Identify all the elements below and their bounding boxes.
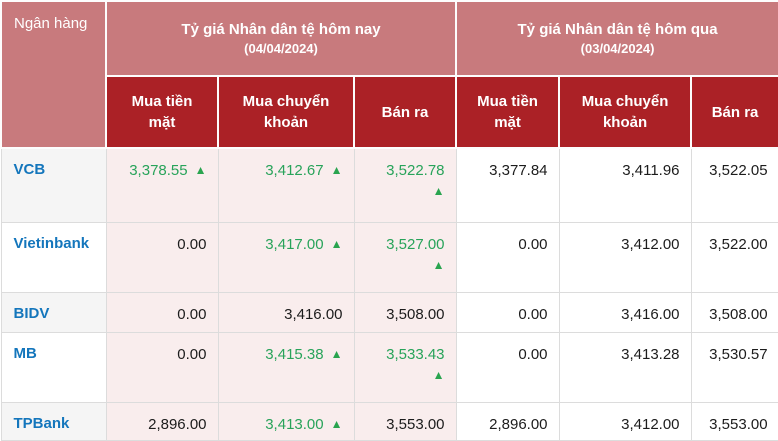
- rate-cell: 3,533.43 ▲: [353, 331, 457, 403]
- column-header-bank: Ngân hàng: [0, 0, 107, 149]
- rate-cell: 3,553.00: [690, 401, 778, 441]
- subheader-today-cash: Mua tiền mặt: [105, 75, 219, 149]
- group-date-today: (04/04/2024): [244, 40, 318, 56]
- up-arrow-icon: ▲: [194, 163, 207, 177]
- rate-cell: 3,508.00: [690, 291, 778, 333]
- rate-cell: 3,530.57: [690, 331, 778, 403]
- rate-cell: 3,508.00: [353, 291, 457, 333]
- rate-value: 0.00: [177, 345, 207, 363]
- rate-value: 3,508.00: [386, 305, 445, 323]
- table-row: MB 0.00 3,415.38 ▲ 3,533.43 ▲ 0.00 3,413.28 3,53…: [0, 331, 778, 403]
- arrow-wrap-line: ▲: [359, 181, 445, 203]
- rate-value: 3,530.57: [709, 345, 768, 363]
- rate-value: 3,416.00: [284, 305, 343, 323]
- group-header-today: Tỷ giá Nhân dân tệ hôm nay (04/04/2024): [104, 0, 458, 77]
- subheader-yesterday-transfer: Mua chuyển khoản: [558, 75, 693, 149]
- subheader-yesterday-sell: Bán ra: [690, 75, 778, 149]
- rate-value: 0.00: [518, 235, 548, 253]
- rate-value: 3,527.00: [386, 235, 445, 253]
- rate-cell: 3,413.28: [558, 331, 692, 403]
- rate-value: 3,522.00: [709, 235, 768, 253]
- rate-cell: 0.00: [105, 331, 219, 403]
- rate-value: 2,896.00: [148, 415, 207, 433]
- arrow-wrap-line: ▲: [359, 255, 445, 277]
- rate-value: 3,508.00: [709, 305, 768, 323]
- rate-value: 0.00: [518, 305, 548, 323]
- rate-value: 0.00: [177, 235, 207, 253]
- rate-value: 3,522.78: [386, 162, 445, 179]
- rate-value: 3,413.00: [265, 415, 324, 433]
- subheader-yesterday-cash: Mua tiền mặt: [455, 75, 561, 149]
- rate-value: 3,377.84: [489, 162, 548, 179]
- rate-cell: 3,417.00 ▲: [217, 221, 355, 293]
- rate-cell: 3,522.05: [690, 147, 778, 223]
- rate-cell: 3,378.55 ▲: [105, 147, 219, 223]
- rate-cell: 3,522.00: [690, 221, 778, 293]
- rate-cell: 3,412.00: [558, 401, 692, 441]
- rate-value: 3,417.00: [265, 235, 324, 253]
- rate-cell: 3,411.96: [558, 147, 692, 223]
- arrow-wrap-line: ▲: [359, 365, 445, 387]
- rate-cell: 0.00: [455, 291, 560, 333]
- rate-cell: 3,416.00: [217, 291, 355, 333]
- group-title-yesterday: Tỷ giá Nhân dân tệ hôm qua: [517, 20, 718, 38]
- rate-cell: 2,896.00: [455, 401, 560, 441]
- rate-value: 0.00: [177, 305, 207, 323]
- bank-name-link[interactable]: TPBank: [0, 401, 107, 441]
- table-row: TPBank 2,896.00 3,413.00 ▲ 3,553.00 2,896.00 3…: [0, 401, 778, 441]
- rate-value: 3,533.43: [386, 345, 445, 363]
- group-date-yesterday: (03/04/2024): [580, 40, 655, 56]
- rate-value: 3,411.96: [622, 162, 680, 179]
- bank-name-link[interactable]: MB: [0, 331, 107, 403]
- group-title-today: Tỷ giá Nhân dân tệ hôm nay: [181, 20, 381, 38]
- subheader-today-sell: Bán ra: [352, 75, 458, 149]
- rate-value: 3,378.55: [129, 162, 188, 179]
- rate-cell: 2,896.00: [105, 401, 219, 441]
- rate-cell: 3,416.00: [558, 291, 692, 333]
- rate-value: 3,415.38: [265, 345, 324, 363]
- rate-cell: 3,412.00: [558, 221, 692, 293]
- rate-value: 3,413.28: [621, 345, 680, 363]
- rate-cell: 0.00: [455, 221, 560, 293]
- rate-cell: 0.00: [105, 221, 219, 293]
- up-arrow-icon: ▲: [330, 346, 343, 361]
- rate-value: 3,412.00: [621, 235, 680, 253]
- up-arrow-icon: ▲: [330, 416, 343, 431]
- rate-cell: 3,553.00: [353, 401, 457, 441]
- rate-value: 3,416.00: [621, 305, 680, 323]
- group-header-yesterday: Tỷ giá Nhân dân tệ hôm qua (03/04/2024): [455, 0, 778, 77]
- rate-cell: 3,413.00 ▲: [217, 401, 355, 441]
- rate-value: 0.00: [518, 345, 548, 363]
- up-arrow-icon: ▲: [432, 257, 445, 272]
- rate-cell: 0.00: [105, 291, 219, 333]
- up-arrow-icon: ▲: [330, 236, 343, 251]
- rate-cell: 3,377.84: [455, 147, 560, 223]
- rate-cell: 3,522.78 ▲: [353, 147, 457, 223]
- rate-cell: 3,412.67 ▲: [217, 147, 355, 223]
- table-body: VCB 3,378.55 ▲ 3,412.67 ▲ 3,522.78 ▲ 3,377.84 3,…: [0, 147, 778, 441]
- rate-cell: 0.00: [455, 331, 560, 403]
- table-row: Vietinbank 0.00 3,417.00 ▲ 3,527.00 ▲ 0.00 3,41…: [0, 221, 778, 293]
- rate-cell: 3,415.38 ▲: [217, 331, 355, 403]
- rate-cell: 3,527.00 ▲: [353, 221, 457, 293]
- table-row: BIDV 0.00 3,416.00 3,508.00 0.00 3,416.00 3,50…: [0, 291, 778, 333]
- bank-name-link[interactable]: Vietinbank: [0, 221, 107, 293]
- table-row: VCB 3,378.55 ▲ 3,412.67 ▲ 3,522.78 ▲ 3,377.84 3,…: [0, 147, 778, 223]
- table-header: Ngân hàng Tỷ giá Nhân dân tệ hôm nay (04…: [0, 0, 778, 149]
- up-arrow-icon: ▲: [432, 367, 445, 382]
- rate-value: 3,553.00: [386, 415, 445, 433]
- subheader-today-transfer: Mua chuyển khoản: [217, 75, 355, 149]
- up-arrow-icon: ▲: [330, 163, 343, 177]
- rate-value: 3,412.67: [265, 162, 324, 179]
- rate-value: 2,896.00: [489, 415, 548, 433]
- rate-value: 3,522.05: [709, 162, 768, 179]
- bank-name-link[interactable]: VCB: [0, 147, 107, 223]
- up-arrow-icon: ▲: [432, 184, 445, 198]
- rate-value: 3,412.00: [621, 415, 680, 433]
- bank-name-link[interactable]: BIDV: [0, 291, 107, 333]
- rate-value: 3,553.00: [709, 415, 768, 433]
